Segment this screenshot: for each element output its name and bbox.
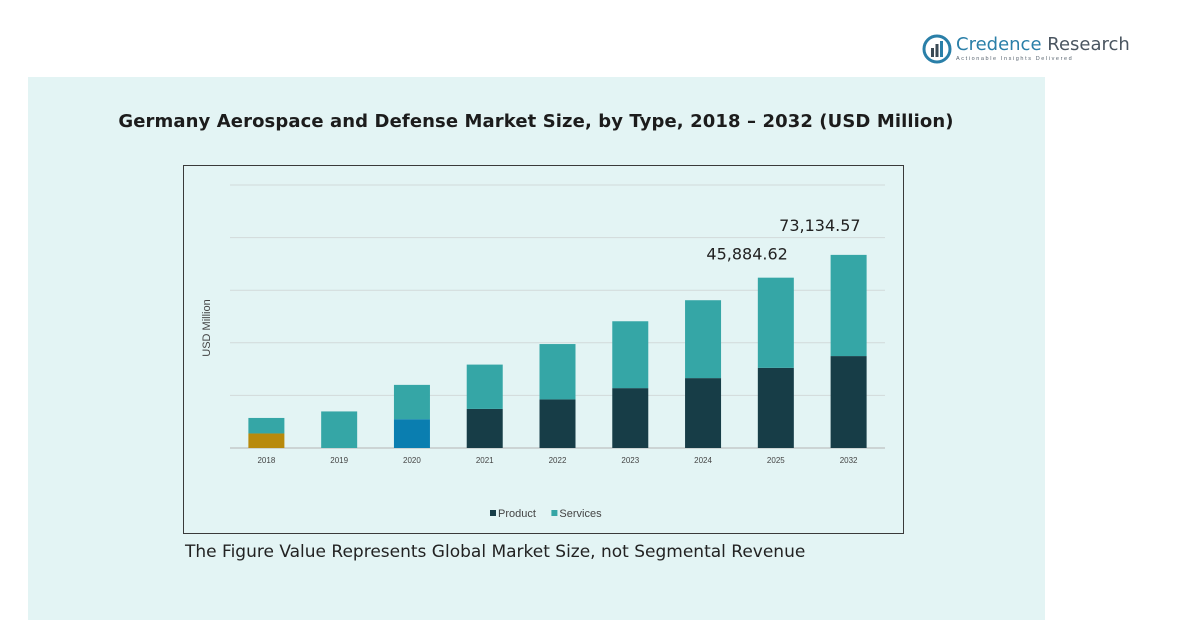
x-tick-label: 2025 [767,456,785,465]
legend-swatch [490,510,496,516]
data-labels: 45,884.62 73,134.57 [706,216,860,264]
y-axis-label: USD Million [201,299,213,356]
bars [248,254,867,448]
bar-services-2021 [466,364,503,409]
x-tick-label: 2022 [549,456,567,465]
brand-name: Credence Research [956,34,1130,55]
bar-services-2032 [830,254,867,357]
bar-product-2032 [830,356,867,448]
bar-product-2024 [685,378,722,448]
bar-services-2019 [321,411,358,448]
x-tick-label: 2019 [330,456,348,465]
chart-title: Germany Aerospace and Defense Market Siz… [118,111,954,132]
x-tick-label: 2024 [694,456,712,465]
legend-label: Services [559,508,602,520]
bar-services-2023 [612,321,649,389]
bar-product-2020 [393,419,430,448]
data-label: 73,134.57 [779,216,860,235]
x-tick-labels: 2018 2019 2020 2021 2022 2023 2024 2025 2032 [257,456,858,465]
bar-product-2025 [757,367,794,448]
x-tick-label: 2020 [403,456,421,465]
bar-services-2020 [393,384,430,420]
legend: Product Services [490,508,602,520]
brand-name-part1: Credence [956,34,1042,55]
bar-services-2018 [248,417,285,434]
bar-services-2025 [757,277,794,368]
brand-logo-block: Credence Research Actionable Insights De… [922,34,1130,68]
brand-tagline: Actionable Insights Delivered [956,56,1074,62]
chart-frame [183,165,904,534]
brand-name-part2: Research [1047,34,1130,55]
x-tick-label: 2032 [840,456,858,465]
legend-swatch [551,510,558,516]
bar-services-2024 [685,300,722,379]
x-tick-label: 2021 [476,456,494,465]
credence-logo-icon [922,34,952,64]
bar-product-2022 [539,399,576,448]
x-tick-label: 2023 [621,456,639,465]
legend-label: Product [498,508,536,520]
bar-product-2018 [248,433,285,448]
bar-services-2022 [539,344,576,400]
bar-product-2023 [612,388,649,448]
chart-panel [28,77,1045,620]
x-tick-label: 2018 [257,456,275,465]
bar-product-2021 [466,408,503,448]
data-label: 45,884.62 [706,245,787,264]
footnote: The Figure Value Represents Global Marke… [185,542,806,562]
